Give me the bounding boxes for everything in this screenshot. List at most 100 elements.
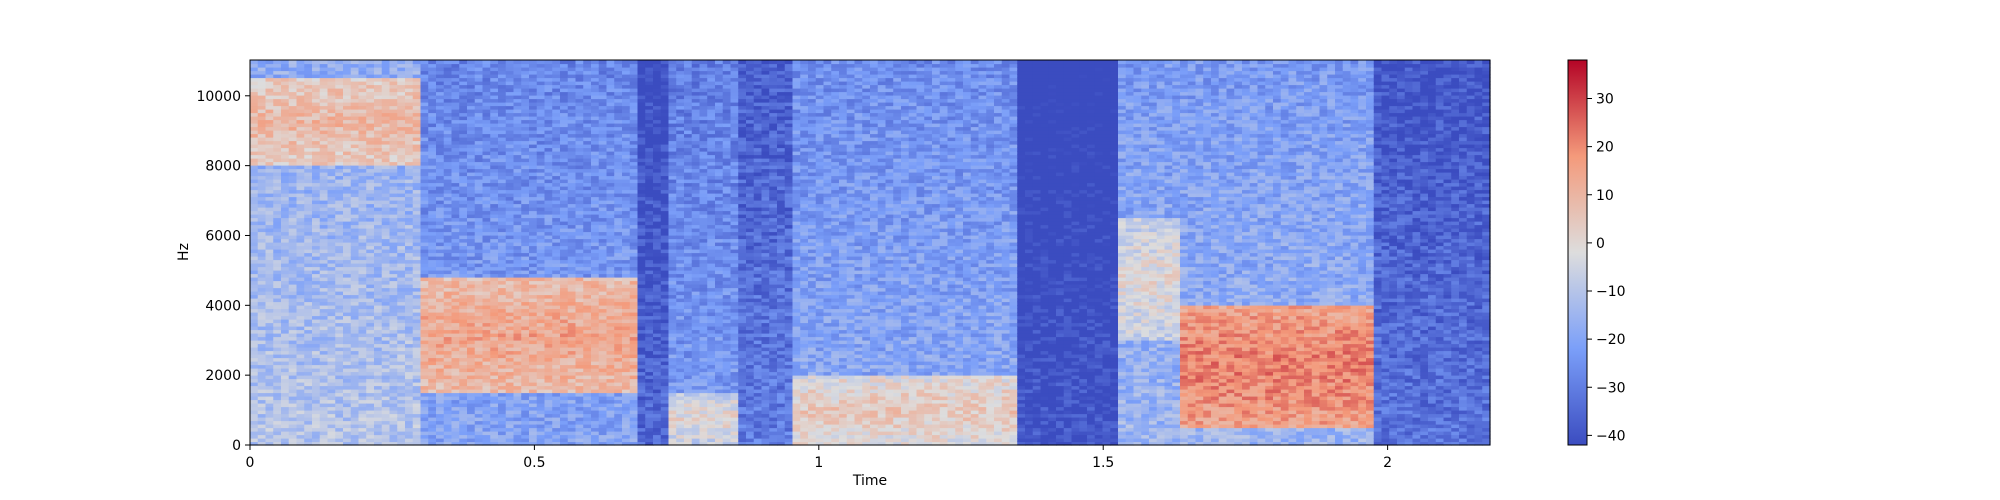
spectrogram-cell xyxy=(304,273,313,278)
spectrogram-cell xyxy=(374,137,383,142)
spectrogram-cell xyxy=(536,165,546,170)
spectrogram-cell xyxy=(366,196,375,201)
spectrogram-cell xyxy=(560,221,569,226)
spectrogram-cell xyxy=(397,60,406,65)
spectrogram-cell xyxy=(389,291,398,296)
spectrogram-cell xyxy=(591,385,600,390)
spectrogram-cell xyxy=(358,441,367,446)
spectrogram-cell xyxy=(498,133,507,138)
spectrogram-cell xyxy=(296,385,305,390)
spectrogram-cell xyxy=(436,298,445,303)
spectrogram-cell xyxy=(482,137,491,142)
spectrogram-cell xyxy=(327,196,336,201)
spectrogram-cell xyxy=(443,333,453,338)
spectrogram-cell xyxy=(374,441,383,446)
spectrogram-cell xyxy=(366,126,375,131)
spectrogram-cell xyxy=(443,368,453,373)
spectrogram-cell xyxy=(536,319,546,324)
spectrogram-cell xyxy=(529,392,538,397)
spectrogram-cell xyxy=(544,231,553,236)
spectrogram-cell xyxy=(288,291,298,296)
spectrogram-cell xyxy=(389,179,398,184)
spectrogram-cell xyxy=(296,399,305,404)
spectrogram-cell xyxy=(567,406,577,411)
spectrogram-cell xyxy=(467,431,476,436)
spectrogram-cell xyxy=(319,406,329,411)
spectrogram-cell xyxy=(381,102,391,107)
spectrogram-cell xyxy=(482,165,491,170)
spectrogram-cell xyxy=(420,287,429,292)
spectrogram-cell xyxy=(560,119,569,124)
spectrogram-cell xyxy=(374,151,383,156)
spectrogram-cell xyxy=(420,193,429,198)
spectrogram-cell xyxy=(451,263,460,268)
spectrogram-cell xyxy=(304,291,313,296)
spectrogram-cell xyxy=(474,196,484,201)
spectrogram-cell xyxy=(498,340,507,345)
spectrogram-cell xyxy=(350,291,360,296)
spectrogram-cell xyxy=(498,322,507,327)
spectrogram-cell xyxy=(443,396,453,401)
spectrogram-cell xyxy=(288,242,298,247)
spectrogram-cell xyxy=(381,228,391,233)
spectrogram-cell xyxy=(591,361,600,366)
spectrogram-cell xyxy=(451,224,460,229)
spectrogram-cell xyxy=(567,130,577,135)
spectrogram-cell xyxy=(296,214,305,219)
spectrogram-cell xyxy=(544,109,553,114)
spectrogram-cell xyxy=(358,151,367,156)
spectrogram-cell xyxy=(560,343,569,348)
spectrogram-cell xyxy=(381,95,391,100)
spectrogram-cell xyxy=(343,221,352,226)
spectrogram-cell xyxy=(459,207,468,212)
spectrogram-cell xyxy=(482,392,491,397)
spectrogram-cell xyxy=(428,144,437,149)
spectrogram-cell xyxy=(319,126,329,131)
spectrogram-cell xyxy=(420,235,429,240)
spectrogram-cell xyxy=(583,140,592,145)
spectrogram-cell xyxy=(490,224,499,229)
spectrogram-cell xyxy=(358,298,367,303)
spectrogram-cell xyxy=(428,172,437,177)
spectrogram-cell xyxy=(513,119,522,124)
spectrogram-cell xyxy=(552,385,561,390)
spectrogram-cell xyxy=(273,364,282,369)
spectrogram-cell xyxy=(436,270,445,275)
spectrogram-cell xyxy=(482,434,491,439)
spectrogram-cell xyxy=(366,364,375,369)
spectrogram-cell xyxy=(482,315,491,320)
spectrogram-cell xyxy=(265,105,274,110)
spectrogram-cell xyxy=(529,403,538,408)
spectrogram-cell xyxy=(288,298,298,303)
spectrogram-cell xyxy=(281,74,290,79)
spectrogram-cell xyxy=(490,172,499,177)
spectrogram-cell xyxy=(536,175,546,180)
spectrogram-cell xyxy=(567,382,577,387)
spectrogram-cell xyxy=(335,364,344,369)
spectrogram-cell xyxy=(265,154,274,159)
spectrogram-cell xyxy=(405,217,414,222)
spectrogram-cell xyxy=(343,210,352,215)
spectrogram-cell xyxy=(490,221,499,226)
spectrogram-cell xyxy=(420,238,429,243)
spectrogram-cell xyxy=(389,235,398,240)
spectrogram-cell xyxy=(451,179,460,184)
spectrogram-cell xyxy=(583,378,592,383)
spectrogram-cell xyxy=(327,102,336,107)
spectrogram-cell xyxy=(335,382,344,387)
spectrogram-cell xyxy=(474,105,484,110)
spectrogram-cell xyxy=(420,221,429,226)
spectrogram-cell xyxy=(281,112,290,117)
spectrogram-cell xyxy=(366,207,375,212)
spectrogram-cell xyxy=(412,102,422,107)
spectrogram-cell xyxy=(327,119,336,124)
spectrogram-cell xyxy=(536,336,546,341)
spectrogram-cell xyxy=(350,200,360,205)
spectrogram-cell xyxy=(459,60,468,65)
spectrogram-cell xyxy=(381,242,391,247)
spectrogram-cell xyxy=(498,91,507,96)
spectrogram-cell xyxy=(513,336,522,341)
spectrogram-cell xyxy=(459,424,468,429)
spectrogram-cell xyxy=(343,371,352,376)
spectrogram-cell xyxy=(505,319,515,324)
